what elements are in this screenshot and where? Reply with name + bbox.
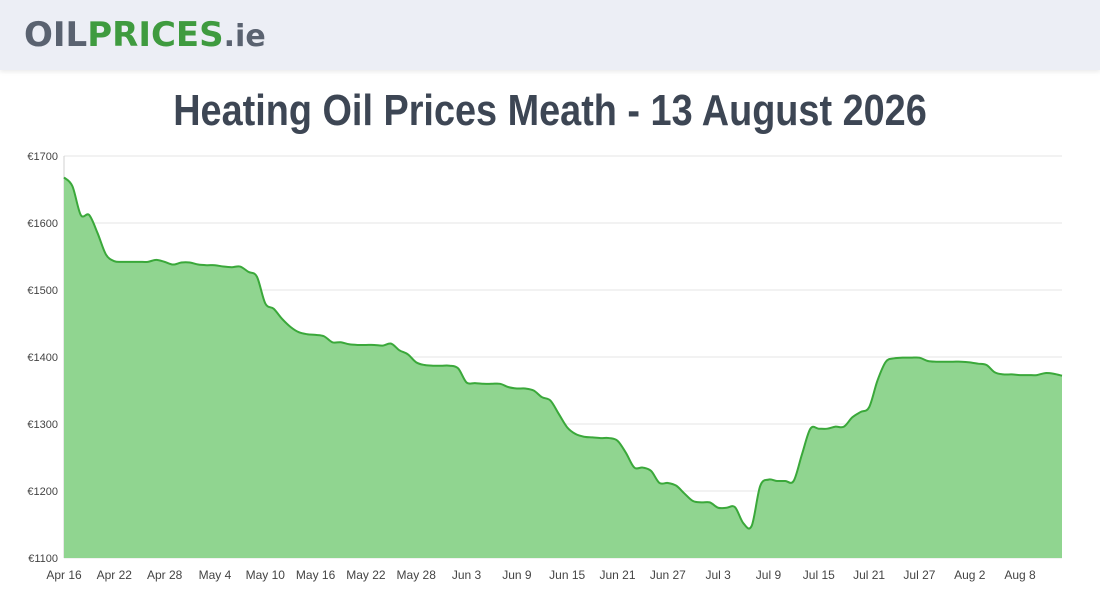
data-point[interactable] xyxy=(1056,370,1068,382)
price-line xyxy=(63,176,1063,530)
data-point[interactable] xyxy=(788,475,800,487)
y-tick-label: €1200 xyxy=(27,486,58,498)
page-title: Heating Oil Prices Meath - 13 August 202… xyxy=(173,86,927,135)
x-tick-label: May 4 xyxy=(199,568,232,582)
price-chart: €1100 €1200 €1300 €1400 €1500 €1600 €1700 Apr … xyxy=(27,151,1068,582)
data-point[interactable] xyxy=(746,520,758,532)
data-point[interactable] xyxy=(871,374,883,386)
x-tick-label: Jun 3 xyxy=(452,568,482,582)
y-tick-label: €1400 xyxy=(27,352,58,364)
data-point[interactable] xyxy=(838,421,850,433)
price-area xyxy=(58,171,1068,558)
header-bar: OILPRICES.ie xyxy=(0,0,1100,70)
data-point[interactable] xyxy=(251,271,263,283)
data-point[interactable] xyxy=(553,408,565,420)
x-tick-label: Jul 3 xyxy=(705,568,731,582)
y-tick-label: €1500 xyxy=(27,285,58,297)
x-tick-label: Jul 21 xyxy=(853,568,885,582)
x-tick-label: Aug 2 xyxy=(954,568,986,582)
x-tick-label: Jun 9 xyxy=(502,568,532,582)
logo-part-tld: .ie xyxy=(223,19,266,54)
y-tick-label: €1100 xyxy=(28,553,58,565)
y-tick-label: €1300 xyxy=(27,419,58,431)
data-point[interactable] xyxy=(796,448,808,460)
data-point[interactable] xyxy=(83,209,95,221)
data-point[interactable] xyxy=(452,362,464,374)
x-tick-label: Jul 27 xyxy=(903,568,935,582)
x-tick-label: Aug 8 xyxy=(1004,568,1036,582)
x-tick-label: Jul 15 xyxy=(803,568,835,582)
data-point[interactable] xyxy=(645,465,657,477)
y-tick-label: €1700 xyxy=(27,151,58,163)
x-tick-label: Jul 9 xyxy=(756,568,782,582)
data-point[interactable] xyxy=(620,447,632,459)
logo-part-prices: PRICES xyxy=(87,15,224,55)
x-tick-label: May 16 xyxy=(296,568,336,582)
site-logo[interactable]: OILPRICES.ie xyxy=(24,15,266,57)
data-point[interactable] xyxy=(92,227,104,239)
data-point[interactable] xyxy=(612,435,624,447)
data-point[interactable] xyxy=(544,395,556,407)
price-area-fill xyxy=(64,177,1062,558)
x-tick-label: Jun 21 xyxy=(599,568,635,582)
x-tick-label: Apr 16 xyxy=(46,568,82,582)
x-tick-label: Jun 27 xyxy=(650,568,686,582)
y-tick-label: €1600 xyxy=(27,218,58,230)
logo-part-oil: OIL xyxy=(24,15,88,55)
x-tick-label: Jun 15 xyxy=(549,568,585,582)
x-axis-ticks: Apr 16 Apr 22 Apr 28 May 4 May 10 May 16 May 2… xyxy=(46,568,1036,582)
x-tick-label: May 22 xyxy=(346,568,386,582)
x-tick-label: May 10 xyxy=(246,568,286,582)
data-point[interactable] xyxy=(58,171,70,183)
x-tick-label: May 28 xyxy=(397,568,437,582)
data-point[interactable] xyxy=(268,303,280,315)
x-tick-label: Apr 28 xyxy=(147,568,183,582)
data-point[interactable] xyxy=(66,180,78,192)
x-tick-label: Apr 22 xyxy=(97,568,133,582)
y-axis-ticks: €1100 €1200 €1300 €1400 €1500 €1600 €1700 xyxy=(27,151,58,565)
data-point[interactable] xyxy=(863,401,875,413)
data-point[interactable] xyxy=(729,501,741,513)
